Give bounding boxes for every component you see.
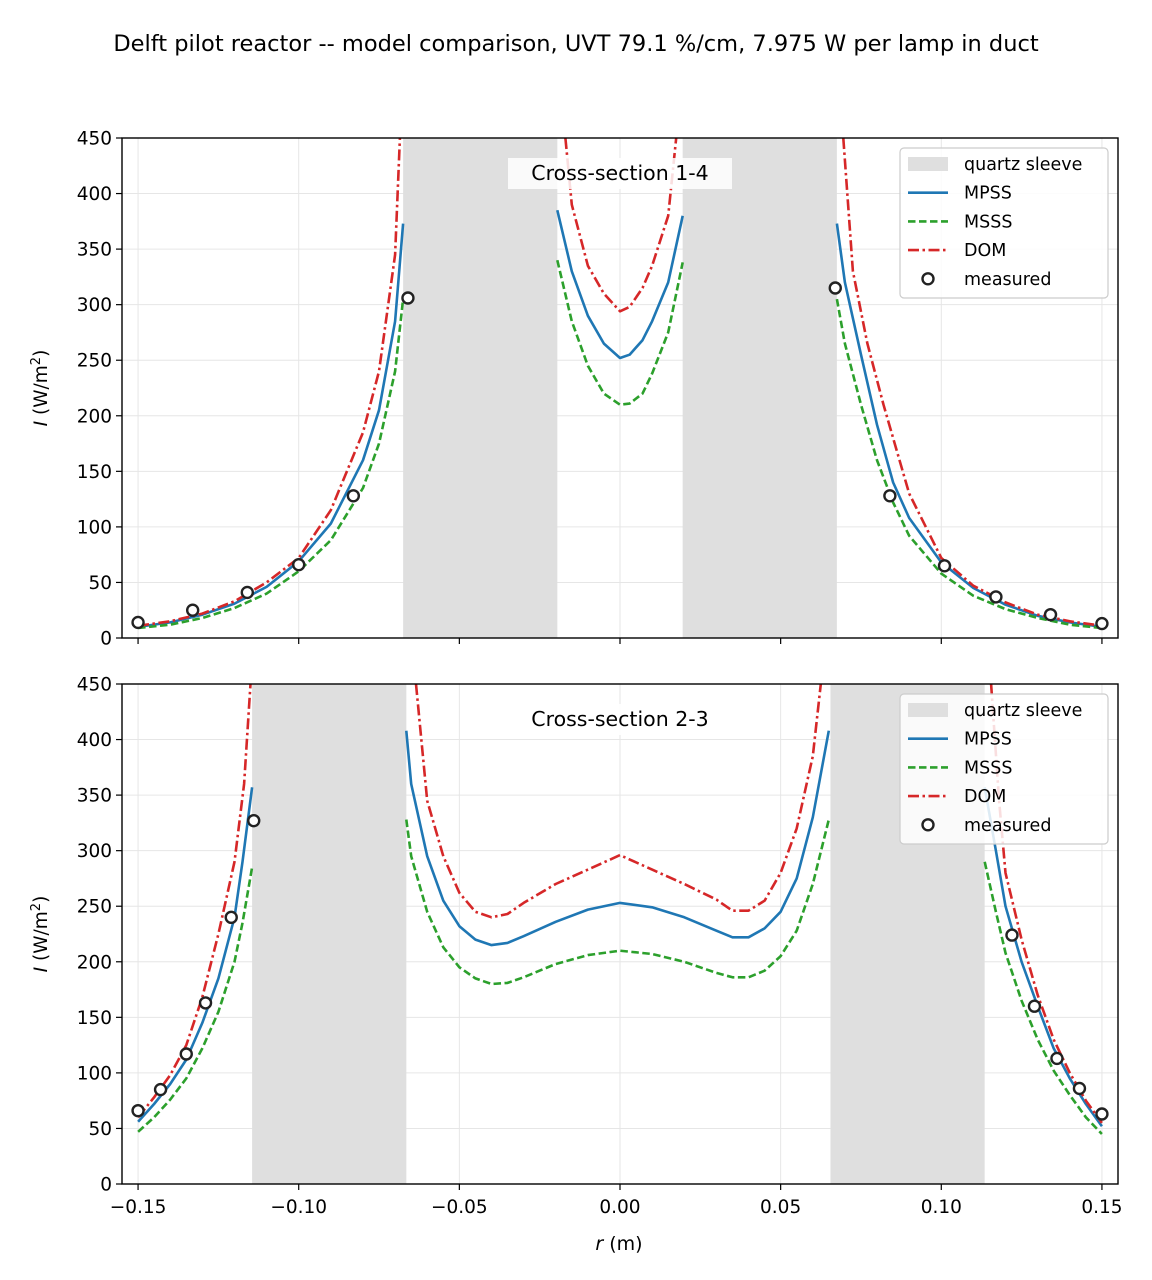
series-lines (137, 684, 1103, 1135)
y-tick-label: 400 (77, 184, 112, 205)
measured-point (1095, 1107, 1109, 1121)
measured-point (1095, 616, 1109, 631)
y-tick-label: 0 (100, 629, 112, 650)
measured-point (883, 489, 897, 503)
y-tick-label: 100 (77, 517, 112, 538)
series-line-msss (556, 259, 684, 406)
y-tick-label: 300 (77, 841, 112, 862)
y-tick-label: 450 (77, 129, 112, 150)
x-axis-label: r (m) (595, 1233, 642, 1255)
x-tick-label: −0.05 (431, 1197, 488, 1218)
measured-point (989, 590, 1003, 604)
measured-point (1072, 1081, 1087, 1096)
y-tick-label: 50 (88, 1119, 112, 1140)
y-tick-label: 150 (77, 1008, 112, 1029)
panels: 0 50 100 150 200 250 300 350 400 450 I (W/m2) Cross… (29, 129, 1123, 1219)
measured-point (1043, 607, 1058, 622)
series-line-msss (983, 861, 1103, 1135)
y-tick-label: 100 (77, 1063, 112, 1084)
measured-point (1005, 928, 1019, 942)
quartz-sleeve-band (252, 684, 407, 1184)
series-line-dom (137, 138, 402, 628)
series-line-mpss (137, 223, 405, 629)
measured-point (937, 559, 952, 573)
y-tick-label: 350 (77, 240, 112, 261)
measured-point (1050, 1051, 1064, 1066)
panel-title: Cross-section 2-3 (531, 707, 708, 731)
y-tick-label: 300 (77, 295, 112, 316)
y-tick-label: 50 (88, 573, 112, 594)
series-line-dom (137, 684, 252, 1119)
y-tick-label: 350 (77, 786, 112, 807)
measured-point (224, 910, 238, 925)
measured-point (247, 813, 261, 828)
series-line-dom (564, 138, 678, 313)
figure-title: Delft pilot reactor -- model comparison,… (113, 31, 1038, 57)
measured-point (185, 603, 200, 617)
quartz-sleeve-band (682, 138, 837, 638)
series-line-msss (405, 819, 831, 986)
x-tick-label: −0.15 (110, 1197, 167, 1218)
x-tick-label: 0.05 (760, 1197, 801, 1218)
series-line-msss (835, 298, 1103, 630)
measured-point (131, 1103, 145, 1118)
legend-marker-measured (921, 818, 935, 832)
legend-label: quartz sleeve (964, 155, 1082, 175)
legend-label: MPSS (964, 184, 1012, 204)
legend-box (899, 147, 1109, 299)
measured-point (153, 1082, 168, 1097)
measured-point (828, 281, 842, 295)
series-line-dom (989, 684, 1103, 1124)
y-tick-label: 250 (77, 897, 112, 918)
legend-swatch-quartz-sleeve (908, 157, 948, 171)
x-tick-label: −0.10 (270, 1197, 327, 1218)
measured-point (346, 489, 361, 503)
series-line-dom (842, 138, 1103, 628)
series-line-mpss (137, 787, 254, 1123)
y-axis-label: I (W/m2) (29, 896, 52, 973)
y-tick-label: 400 (77, 730, 112, 751)
x-tick-label: 0.10 (921, 1197, 962, 1218)
y-tick-label: 150 (77, 462, 112, 483)
legend-box (899, 693, 1109, 845)
series-line-dom (414, 684, 823, 919)
legend-label: DOM (964, 787, 1006, 807)
series-line-msss (137, 867, 254, 1133)
x-tick-label: 0.00 (599, 1197, 640, 1218)
series-line-msss (137, 298, 405, 630)
quartz-sleeve-band (403, 138, 558, 638)
y-tick-label: 450 (77, 675, 112, 696)
legend-swatch-quartz-sleeve (908, 703, 948, 717)
legend-label: MPSS (964, 730, 1012, 750)
y-tick-label: 0 (100, 1175, 112, 1196)
measured-point (179, 1047, 193, 1061)
measured-point (1027, 999, 1042, 1013)
y-tick-label: 200 (77, 406, 112, 427)
measured-point (240, 585, 255, 600)
legend-label: quartz sleeve (964, 701, 1082, 721)
panel-title-box (508, 704, 732, 735)
y-axis-label: I (W/m2) (29, 350, 52, 427)
series-line-mpss (556, 209, 684, 360)
series-line-mpss (405, 730, 831, 947)
x-tick-label: 0.15 (1081, 1197, 1122, 1218)
legend-label: MSSS (964, 212, 1012, 232)
legend-label: measured (964, 816, 1051, 836)
legend-label: DOM (964, 241, 1006, 261)
panel-2: 0 50 100 150 200 250 300 350 400 450 −0.15 −0.10 −0.… (29, 675, 1123, 1219)
legend-label: MSSS (964, 758, 1012, 778)
legend-marker-measured (921, 272, 935, 286)
y-tick-label: 200 (77, 952, 112, 973)
measured-point (292, 557, 306, 572)
panel-title: Cross-section 1-4 (531, 161, 708, 185)
panel-title-box (508, 158, 732, 189)
measured-point (198, 996, 213, 1010)
legend-label: measured (964, 270, 1051, 290)
panel-1: 0 50 100 150 200 250 300 350 400 450 I (W/m2) Cross… (29, 129, 1119, 650)
measured-point (131, 615, 145, 630)
y-tick-label: 250 (77, 351, 112, 372)
measured-point (401, 291, 415, 305)
